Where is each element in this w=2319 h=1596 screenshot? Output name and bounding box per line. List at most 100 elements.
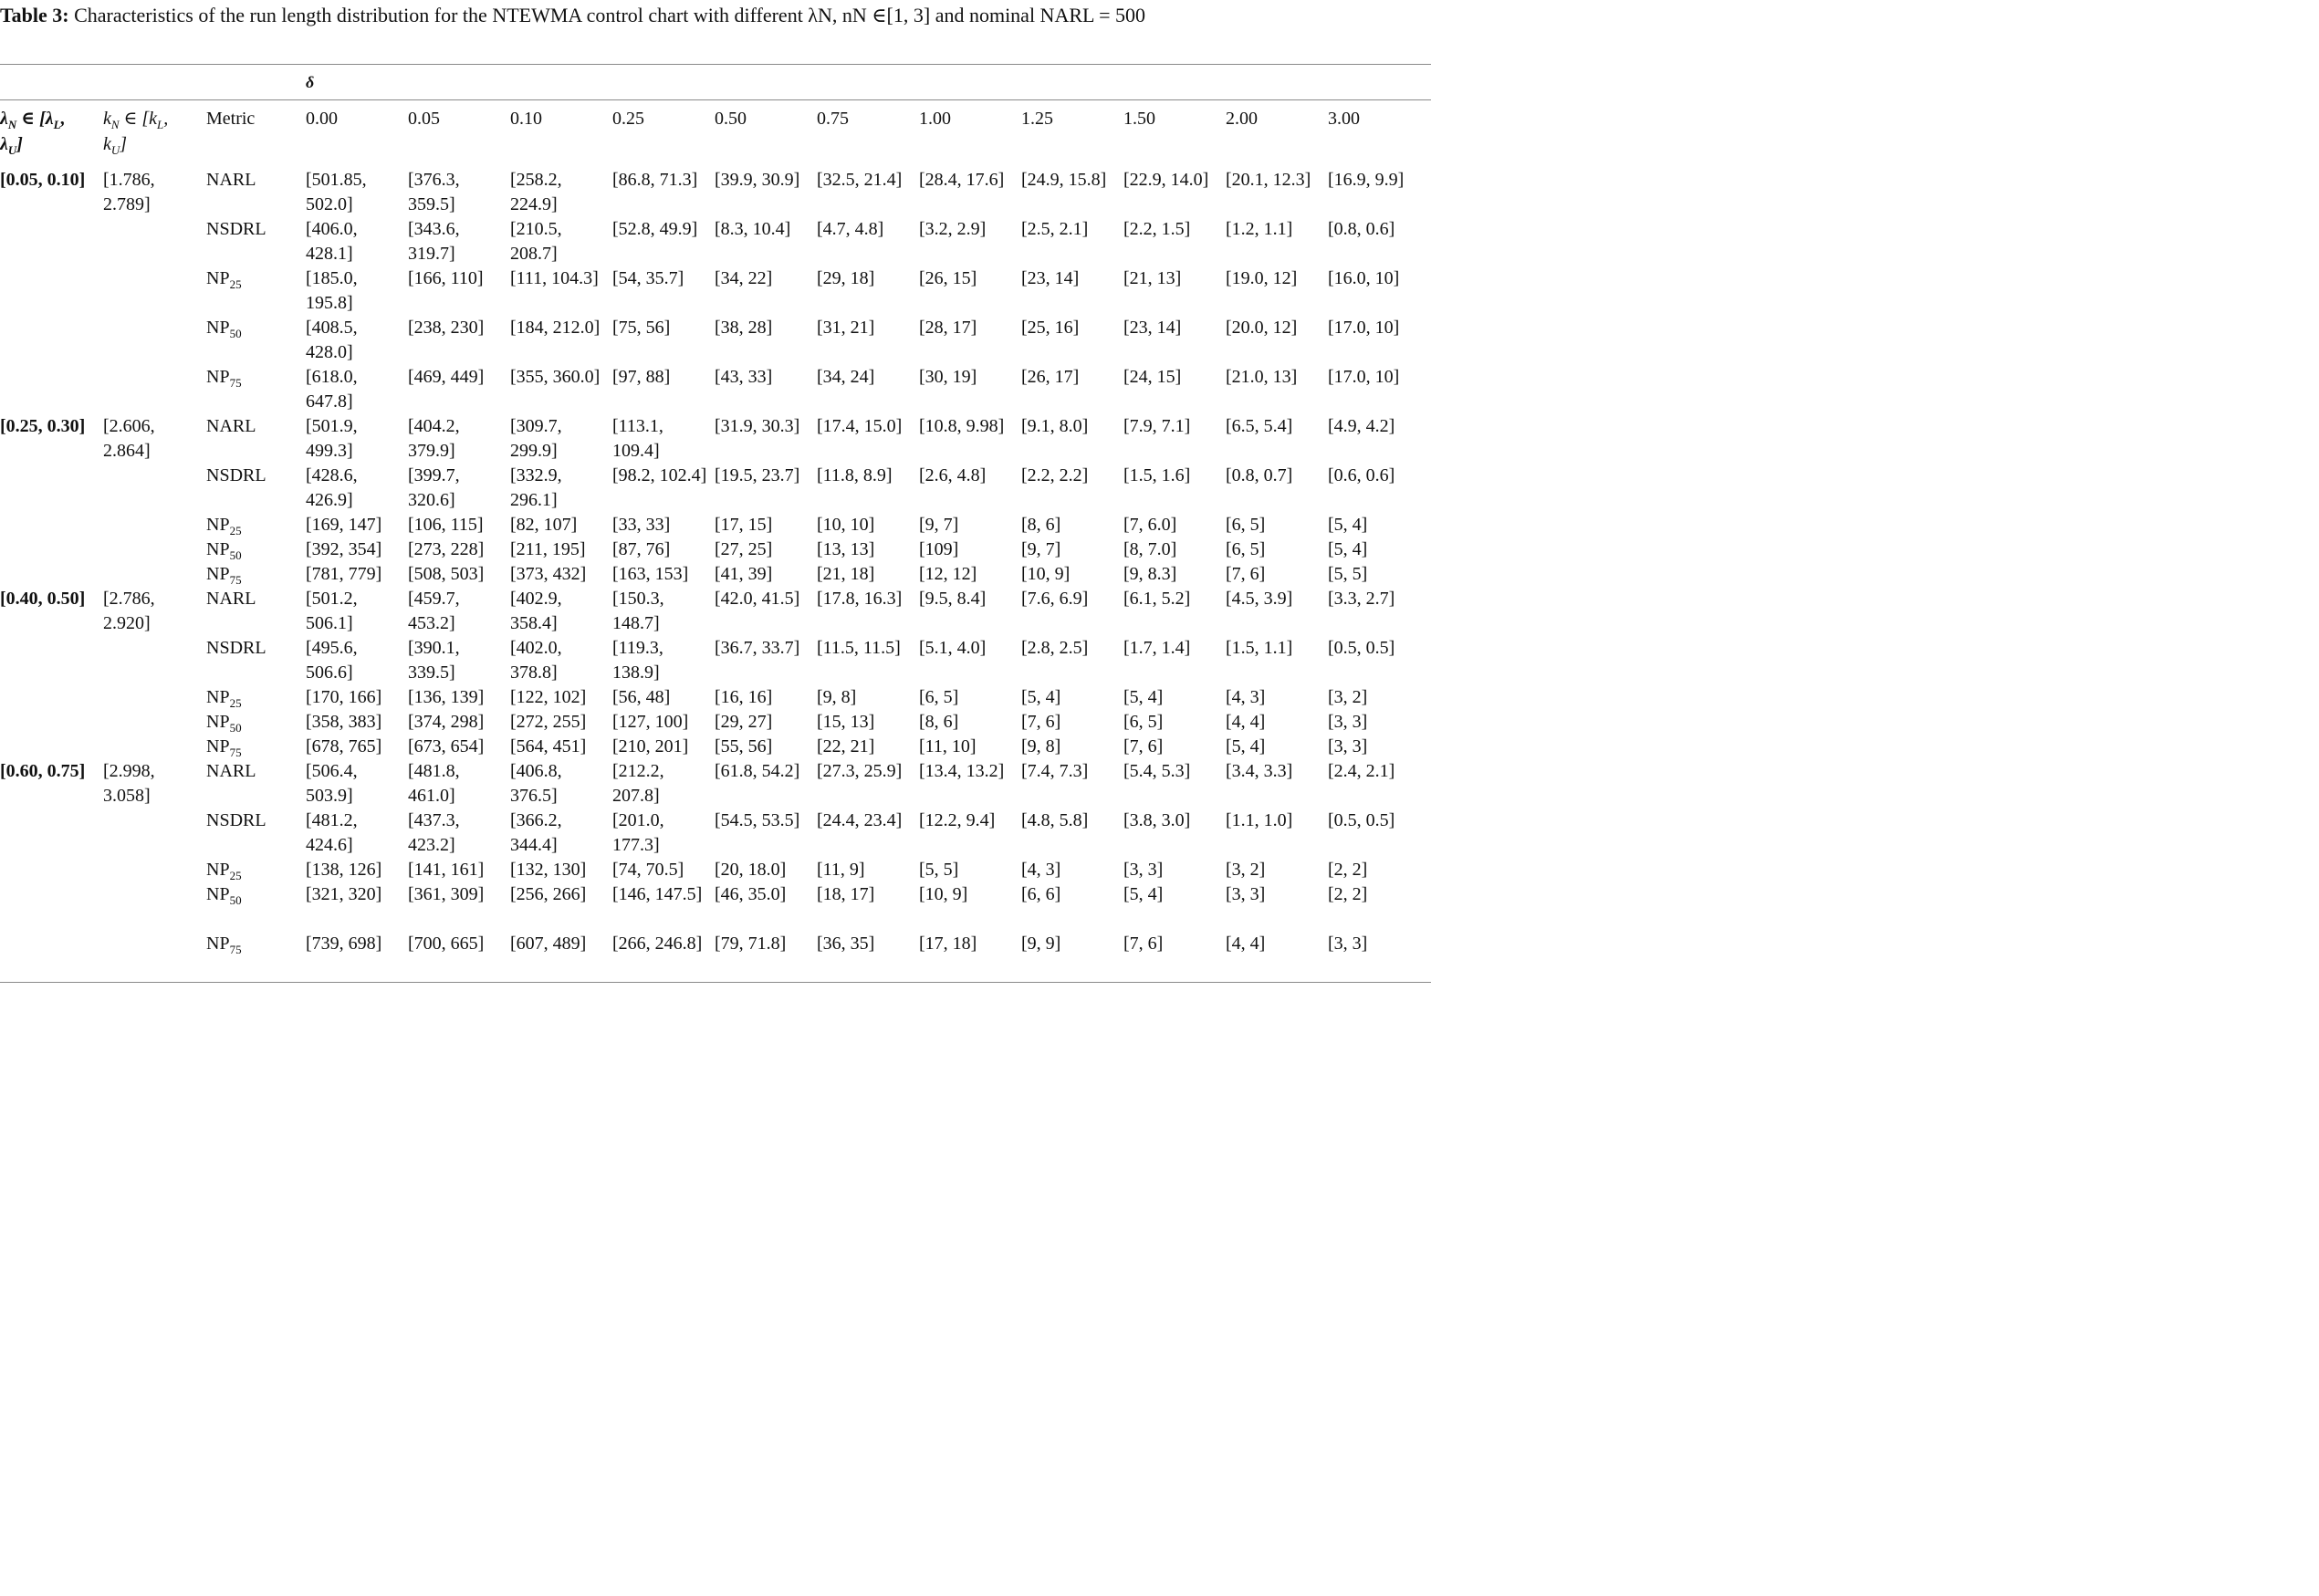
delta-col-header: 0.00 bbox=[306, 109, 338, 129]
table-cell: [7, 6] bbox=[1123, 934, 1164, 954]
table-cell: [4, 4] bbox=[1226, 712, 1266, 732]
table-cell: [19.5, 23.7] bbox=[715, 465, 800, 485]
metric-base: NP bbox=[206, 318, 230, 338]
table-cell: [5, 5] bbox=[919, 860, 959, 880]
header-part: λ bbox=[45, 109, 54, 129]
table-cell: [98.2, 102.4] bbox=[612, 465, 707, 485]
header-subscript: U bbox=[7, 143, 17, 157]
table-cell: [673, 654] bbox=[408, 736, 485, 756]
table-cell: [7.6, 6.9] bbox=[1021, 589, 1089, 609]
table-cell: [1.5, 1.1] bbox=[1226, 638, 1293, 658]
table-cell: [97, 88] bbox=[612, 367, 671, 387]
table-cell: [184, 212.0] bbox=[510, 318, 601, 338]
table-cell: [501.85, 502.0] bbox=[306, 170, 367, 214]
delta-rule bbox=[0, 99, 1431, 100]
table-cell: [2.8, 2.5] bbox=[1021, 638, 1089, 658]
metric-label: NSDRL bbox=[206, 638, 266, 658]
header-part: k bbox=[103, 134, 111, 154]
table-cell: [2.6, 4.8] bbox=[919, 465, 987, 485]
metric-label: NP50 bbox=[206, 710, 242, 735]
table-cell: [7, 6] bbox=[1021, 712, 1061, 732]
table-cell: [210.5, 208.7] bbox=[510, 219, 562, 264]
table-cell: [33, 33] bbox=[612, 515, 671, 535]
table-cell: [6, 5] bbox=[919, 687, 959, 707]
table-cell: [5, 4] bbox=[1123, 884, 1164, 904]
header-subscript: U bbox=[110, 143, 120, 157]
table-cell: [428.6, 426.9] bbox=[306, 465, 358, 510]
table-cell: [20.0, 12] bbox=[1226, 318, 1298, 338]
table-cell: [1.1, 1.0] bbox=[1226, 810, 1293, 830]
table-cell: [6.1, 5.2] bbox=[1123, 589, 1191, 609]
table-cell: [9, 8.3] bbox=[1123, 564, 1177, 584]
header-subscript: N bbox=[110, 118, 120, 131]
metric-label: NP25 bbox=[206, 266, 242, 292]
table-cell: [146, 147.5] bbox=[612, 884, 703, 904]
header-part: , bbox=[163, 109, 169, 129]
header-k: kN ∈ [kL, kU] bbox=[103, 107, 178, 158]
table-cell: [6.5, 5.4] bbox=[1226, 416, 1293, 436]
table-cell: [238, 230] bbox=[408, 318, 485, 338]
table-cell: [12, 12] bbox=[919, 564, 977, 584]
table-cell: [6, 5] bbox=[1226, 515, 1266, 535]
header-lambda-text: λN ∈ [λL, λU] bbox=[0, 107, 87, 158]
delta-col-header: 1.50 bbox=[1123, 109, 1155, 129]
metric-base: NP bbox=[206, 367, 230, 387]
table-cell: [24.9, 15.8] bbox=[1021, 170, 1107, 190]
table-cell: [7.9, 7.1] bbox=[1123, 416, 1191, 436]
table-cell: [1.2, 1.1] bbox=[1226, 219, 1293, 239]
table-cell: [15, 13] bbox=[817, 712, 875, 732]
metric-label: NP75 bbox=[206, 562, 242, 588]
delta-col-header: 0.50 bbox=[715, 109, 747, 129]
table-cell: [21.0, 13] bbox=[1226, 367, 1298, 387]
header-part: ] bbox=[16, 134, 23, 154]
metric-base: NP bbox=[206, 736, 230, 756]
table-cell: [138, 126] bbox=[306, 860, 382, 880]
table-cell: [2.2, 2.2] bbox=[1021, 465, 1089, 485]
table-cell: [29, 27] bbox=[715, 712, 773, 732]
table-cell: [3.3, 2.7] bbox=[1328, 589, 1395, 609]
table-cell: [258.2, 224.9] bbox=[510, 170, 562, 214]
metric-label: NP75 bbox=[206, 365, 242, 391]
table-cell: [4.5, 3.9] bbox=[1226, 589, 1293, 609]
table-cell: [1.5, 1.6] bbox=[1123, 465, 1191, 485]
table-cell: [111, 104.3] bbox=[510, 268, 599, 288]
metric-label: NARL bbox=[206, 170, 256, 190]
metric-subscript: 50 bbox=[229, 327, 242, 340]
header-subscript: N bbox=[7, 118, 17, 131]
table-cell: [31.9, 30.3] bbox=[715, 416, 800, 436]
header-part: , bbox=[60, 109, 66, 129]
metric-subscript: 25 bbox=[229, 696, 242, 710]
table-cell: [6, 5] bbox=[1123, 712, 1164, 732]
table-cell: [26, 17] bbox=[1021, 367, 1080, 387]
table-cell: [459.7, 453.2] bbox=[408, 589, 460, 633]
table-cell: [113.1, 109.4] bbox=[612, 416, 663, 461]
metric-label: NSDRL bbox=[206, 219, 266, 239]
table-cell: [402.9, 358.4] bbox=[510, 589, 562, 633]
table-cell: [9, 9] bbox=[1021, 934, 1061, 954]
table-cell: [1.7, 1.4] bbox=[1123, 638, 1191, 658]
table-cell: [5, 4] bbox=[1226, 736, 1266, 756]
table-cell: [2.4, 2.1] bbox=[1328, 761, 1395, 781]
table-cell: [437.3, 423.2] bbox=[408, 810, 460, 855]
table-cell: [272, 255] bbox=[510, 712, 587, 732]
table-cell: [38, 28] bbox=[715, 318, 773, 338]
delta-col-header: 1.00 bbox=[919, 109, 951, 129]
table-cell: [3, 2] bbox=[1226, 860, 1266, 880]
table-cell: [9, 7] bbox=[1021, 539, 1061, 559]
header-lambda: λN ∈ [λL, λU] bbox=[0, 107, 87, 158]
header-metric: Metric bbox=[206, 109, 256, 129]
delta-col-header: 0.25 bbox=[612, 109, 644, 129]
table-cell: [3, 2] bbox=[1328, 687, 1368, 707]
metric-label: NP25 bbox=[206, 858, 242, 883]
table-cell: [607, 489] bbox=[510, 934, 587, 954]
table-cell: [163, 153] bbox=[612, 564, 689, 584]
table-cell: [54, 35.7] bbox=[612, 268, 684, 288]
table-cell: [10, 9] bbox=[1021, 564, 1071, 584]
metric-subscript: 50 bbox=[229, 893, 242, 907]
table-cell: [36.7, 33.7] bbox=[715, 638, 800, 658]
table-cell: [9.5, 8.4] bbox=[919, 589, 987, 609]
metric-label: NARL bbox=[206, 416, 256, 436]
table-cell: [0.8, 0.7] bbox=[1226, 465, 1293, 485]
table-cell: [16.0, 10] bbox=[1328, 268, 1400, 288]
header-part: λ bbox=[0, 109, 8, 129]
